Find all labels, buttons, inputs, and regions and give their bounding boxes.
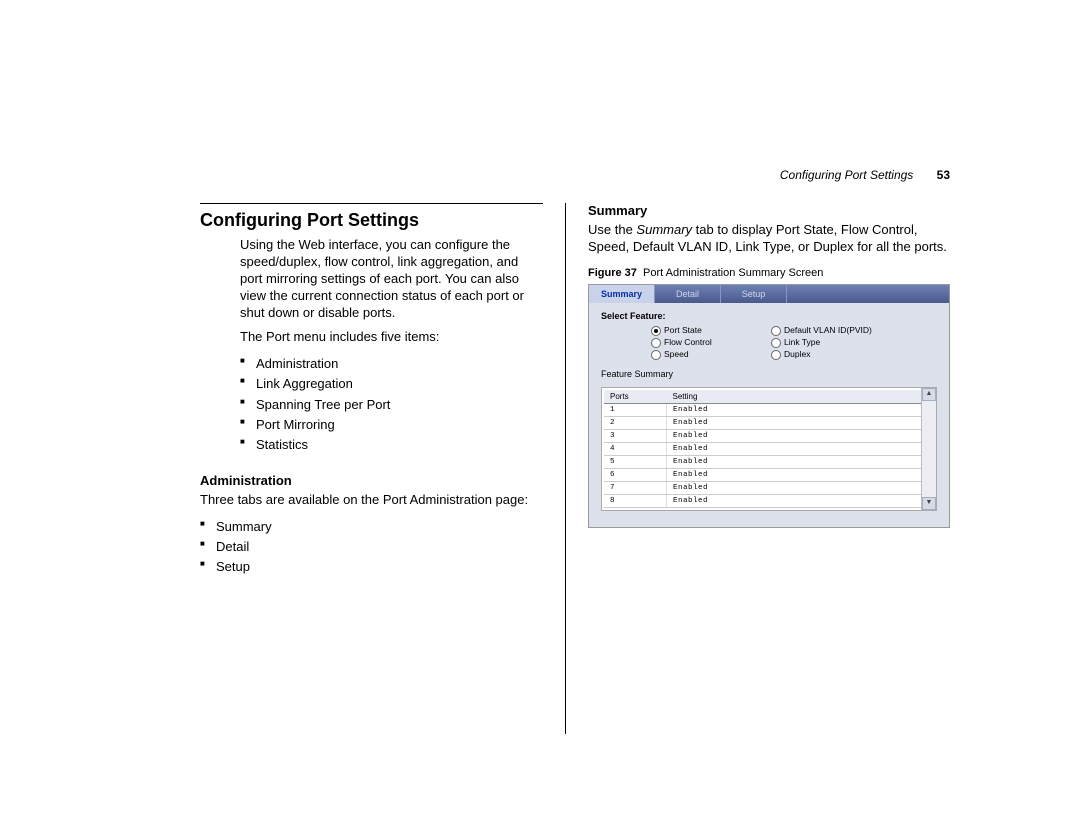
table-cell: 8 <box>604 494 667 507</box>
table-cell: 3 <box>604 429 667 442</box>
page-number: 53 <box>937 168 950 182</box>
feature-summary-table-wrap: Ports Setting 1Enabled2Enabled3Enabled4E… <box>601 387 937 511</box>
radio-column-1: Port State Flow Control Speed <box>651 325 771 361</box>
radio-speed[interactable]: Speed <box>651 349 771 361</box>
list-item: Link Aggregation <box>240 374 543 394</box>
running-header: Configuring Port Settings 53 <box>780 168 950 182</box>
feature-summary-label: Feature Summary <box>601 369 937 379</box>
right-column: Summary Use the Summary tab to display P… <box>566 203 950 734</box>
table-cell: Enabled <box>667 481 934 494</box>
radio-duplex[interactable]: Duplex <box>771 349 891 361</box>
screenshot-body: Select Feature: Port State Flow Control … <box>589 303 949 527</box>
radio-label: Default VLAN ID(PVID) <box>784 325 872 335</box>
menu-lead: The Port menu includes five items: <box>240 329 543 346</box>
table-cell: Enabled <box>667 442 934 455</box>
list-item: Administration <box>240 354 543 374</box>
text: Use the <box>588 222 636 237</box>
figure-label: Figure 37 <box>588 267 637 279</box>
tab-summary[interactable]: Summary <box>589 285 655 303</box>
screenshot-figure: Summary Detail Setup Select Feature: Por… <box>588 284 950 528</box>
radio-default-vlan[interactable]: Default VLAN ID(PVID) <box>771 325 891 337</box>
intro-paragraph: Using the Web interface, you can configu… <box>240 237 543 321</box>
list-item: Summary <box>200 517 543 537</box>
col-setting: Setting <box>667 390 934 404</box>
table-cell: 7 <box>604 481 667 494</box>
table-cell: Enabled <box>667 403 934 416</box>
list-item: Detail <box>200 537 543 557</box>
table-cell: Enabled <box>667 494 934 507</box>
radio-label: Flow Control <box>664 337 712 347</box>
table-cell: 4 <box>604 442 667 455</box>
radio-label: Link Type <box>784 337 820 347</box>
select-feature-label: Select Feature: <box>601 311 937 321</box>
radio-label: Port State <box>664 325 702 335</box>
table-cell: Enabled <box>667 468 934 481</box>
section-rule <box>200 203 543 204</box>
table-cell: Enabled <box>667 455 934 468</box>
tab-detail[interactable]: Detail <box>655 285 721 303</box>
table-row: 5Enabled <box>604 455 934 468</box>
table-cell: 6 <box>604 468 667 481</box>
table-header-row: Ports Setting <box>604 390 934 404</box>
administration-heading: Administration <box>200 473 543 488</box>
screenshot-tab-bar: Summary Detail Setup <box>589 285 949 303</box>
list-item: Port Mirroring <box>240 415 543 435</box>
table-row: 6Enabled <box>604 468 934 481</box>
figure-caption-text: Port Administration Summary Screen <box>643 267 823 279</box>
list-item: Statistics <box>240 435 543 455</box>
admin-intro: Three tabs are available on the Port Adm… <box>200 492 543 509</box>
table-row: 1Enabled <box>604 403 934 416</box>
text-italic: Summary <box>636 222 692 237</box>
radio-label: Speed <box>664 349 689 359</box>
table-row: 4Enabled <box>604 442 934 455</box>
scroll-down-icon[interactable]: ▼ <box>922 497 936 510</box>
page-title: Configuring Port Settings <box>200 210 543 231</box>
summary-heading: Summary <box>588 203 950 218</box>
feature-summary-table: Ports Setting 1Enabled2Enabled3Enabled4E… <box>604 390 934 508</box>
list-item: Spanning Tree per Port <box>240 395 543 415</box>
radio-link-type[interactable]: Link Type <box>771 337 891 349</box>
radio-label: Duplex <box>784 349 810 359</box>
table-cell: Enabled <box>667 416 934 429</box>
content-area: Configuring Port Settings Using the Web … <box>200 203 950 734</box>
radio-port-state[interactable]: Port State <box>651 325 771 337</box>
table-cell: 1 <box>604 403 667 416</box>
list-item: Setup <box>200 557 543 577</box>
radio-flow-control[interactable]: Flow Control <box>651 337 771 349</box>
radio-column-2: Default VLAN ID(PVID) Link Type Duplex <box>771 325 891 361</box>
table-row: 7Enabled <box>604 481 934 494</box>
left-column: Configuring Port Settings Using the Web … <box>200 203 566 734</box>
feature-radios: Port State Flow Control Speed Default VL… <box>651 325 937 361</box>
admin-tabs-list: Summary Detail Setup <box>200 517 543 577</box>
table-cell: 2 <box>604 416 667 429</box>
table-row: 2Enabled <box>604 416 934 429</box>
table-cell: 5 <box>604 455 667 468</box>
summary-paragraph: Use the Summary tab to display Port Stat… <box>588 222 950 256</box>
tab-setup[interactable]: Setup <box>721 285 787 303</box>
figure-caption: Figure 37 Port Administration Summary Sc… <box>588 266 950 280</box>
port-menu-list: Administration Link Aggregation Spanning… <box>240 354 543 455</box>
col-ports: Ports <box>604 390 667 404</box>
scrollbar[interactable]: ▲ ▼ <box>921 388 936 510</box>
scroll-up-icon[interactable]: ▲ <box>922 388 936 401</box>
table-row: 3Enabled <box>604 429 934 442</box>
running-title: Configuring Port Settings <box>780 168 913 182</box>
table-cell: Enabled <box>667 429 934 442</box>
table-row: 8Enabled <box>604 494 934 507</box>
